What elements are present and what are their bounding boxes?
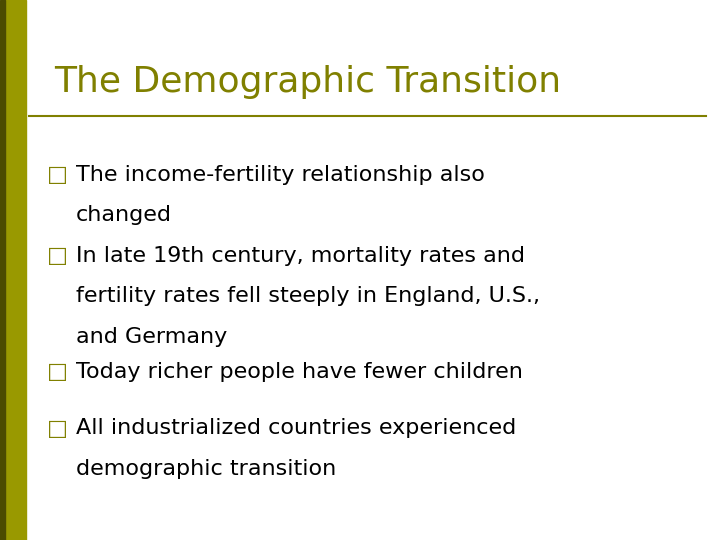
Text: □: □ xyxy=(47,362,68,382)
Text: Today richer people have fewer children: Today richer people have fewer children xyxy=(76,362,523,382)
Text: changed: changed xyxy=(76,205,171,225)
Text: fertility rates fell steeply in England, U.S.,: fertility rates fell steeply in England,… xyxy=(76,286,539,306)
Text: demographic transition: demographic transition xyxy=(76,459,336,479)
Text: All industrialized countries experienced: All industrialized countries experienced xyxy=(76,418,516,438)
Text: In late 19th century, mortality rates and: In late 19th century, mortality rates an… xyxy=(76,246,525,266)
Text: □: □ xyxy=(47,246,68,266)
Text: The income-fertility relationship also: The income-fertility relationship also xyxy=(76,165,485,185)
Text: The Demographic Transition: The Demographic Transition xyxy=(54,65,561,99)
Text: □: □ xyxy=(47,418,68,438)
Text: □: □ xyxy=(47,165,68,185)
Text: and Germany: and Germany xyxy=(76,327,227,347)
